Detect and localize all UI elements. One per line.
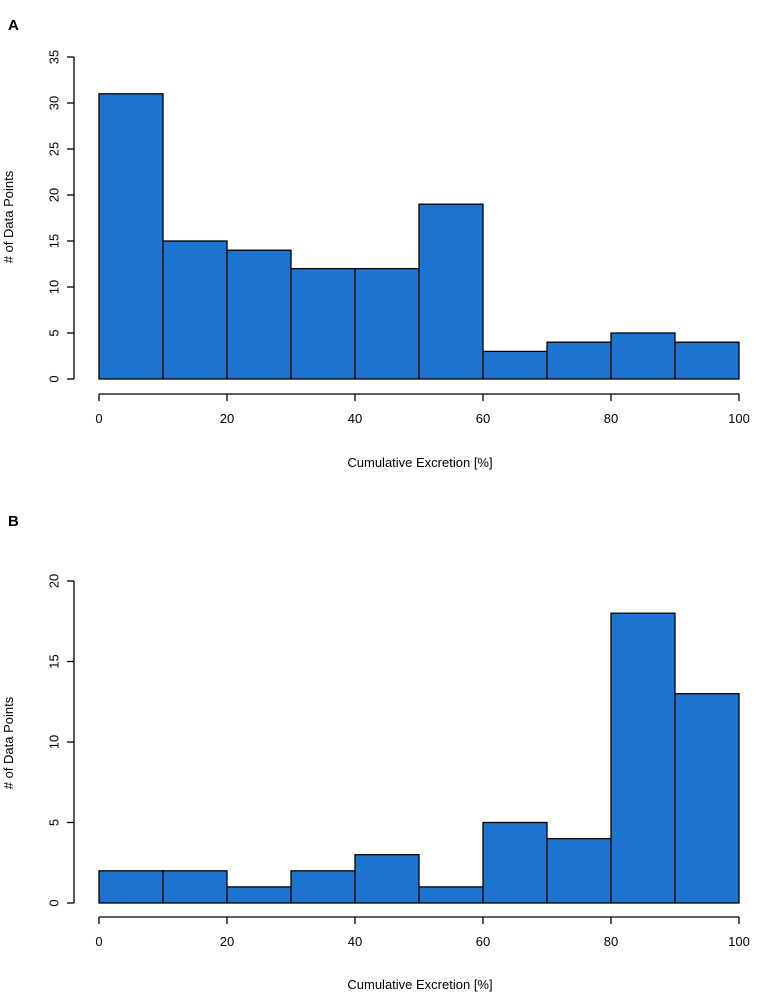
panel-a-label: A [8,17,19,34]
panel-a-bar [674,341,740,380]
panel-b-y-axis-title: # of Data Points [1,696,16,789]
panel-b-bar [354,854,420,904]
panel-a-y-tick-label: 15 [47,234,62,248]
panel-a-y-tick-label: 30 [47,96,62,110]
panel-b-y-axis: 0 5 10 15 20 [47,574,75,907]
panel-a-x-tick-label: 40 [348,411,362,426]
panel-a-bar [482,350,548,380]
panel-b-x-tick-label: 20 [220,934,234,949]
panel-a-bar [610,332,676,380]
panel-b-x-tick-label: 0 [95,934,102,949]
panel-a-x-tick-label: 80 [604,411,618,426]
panel-b-bar [546,837,612,904]
panel-a-x-tick-label: 60 [476,411,490,426]
panel-a-x-tick-label: 100 [728,411,750,426]
panel-b-bar [162,870,228,904]
panel-a-x-axis-title: Cumulative Excretion [%] [347,455,492,470]
panel-a-bar [226,249,292,380]
panel-a-y-tick-label: 10 [47,280,62,294]
panel-a-bar [354,267,420,380]
panel-a-x-tick-label: 0 [95,411,102,426]
panel-b-bar [290,870,356,904]
panel-a-bar [418,203,484,380]
panel-b-x-axis-title: Cumulative Excretion [%] [347,977,492,992]
panel-b-y-tick-label: 0 [47,899,62,906]
panel-a-bar [290,267,356,380]
panel-b-y-tick-label: 20 [47,574,62,588]
panel-a-bar [98,93,164,380]
panel-b-bar [226,886,292,904]
panel-a-y-axis: 0 5 10 15 20 25 30 35 [47,50,75,383]
panel-a-y-tick-label: 20 [47,188,62,202]
panel-b-x-tick-label: 80 [604,934,618,949]
panel-a: A 0 5 10 15 20 25 30 35 0 20 40 60 80 100 Cumulative… [1,17,750,470]
panel-b-x-tick-label: 40 [348,934,362,949]
panel-b-x-tick-label: 60 [476,934,490,949]
panel-a-y-tick-label: 25 [47,142,62,156]
panel-a-x-axis: 0 20 40 60 80 100 [95,393,750,426]
panel-b-bar [610,612,676,904]
panel-b-y-tick-label: 10 [47,735,62,749]
panel-a-x-tick-label: 20 [220,411,234,426]
panel-b-label: B [8,513,19,530]
panel-a-bars [98,93,740,380]
panel-a-y-tick-label: 5 [47,329,62,336]
panel-b-y-tick-label: 15 [47,654,62,668]
panel-b-bar [674,693,740,904]
panel-b-bar [418,886,484,904]
panel-b-x-axis: 0 20 40 60 80 100 [95,916,750,949]
panel-b-bar [482,821,548,904]
panel-a-y-tick-label: 35 [47,50,62,64]
panel-b-x-tick-label: 100 [728,934,750,949]
panel-b: B 0 5 10 15 20 0 20 40 60 80 100 Cumulative Excre… [1,513,750,992]
panel-b-y-tick-label: 5 [47,819,62,826]
panel-b-bars [98,612,740,904]
panel-a-bar [546,341,612,380]
panel-b-bar [98,870,164,904]
panel-a-y-tick-label: 0 [47,375,62,382]
panel-a-y-axis-title: # of Data Points [1,170,16,263]
panel-a-bar [162,240,228,380]
